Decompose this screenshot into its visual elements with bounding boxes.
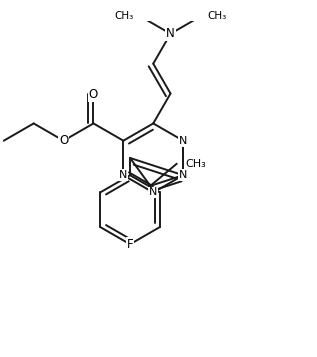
Text: CH₃: CH₃ — [115, 11, 134, 21]
Text: N: N — [149, 187, 158, 197]
Text: F: F — [127, 238, 133, 251]
Text: O: O — [89, 87, 98, 101]
Text: N: N — [166, 27, 175, 40]
Text: O: O — [59, 134, 68, 147]
Text: CH₃: CH₃ — [207, 11, 226, 21]
Text: N: N — [179, 136, 187, 146]
Text: N: N — [179, 170, 187, 180]
Text: N: N — [119, 170, 127, 180]
Text: CH₃: CH₃ — [185, 159, 206, 169]
